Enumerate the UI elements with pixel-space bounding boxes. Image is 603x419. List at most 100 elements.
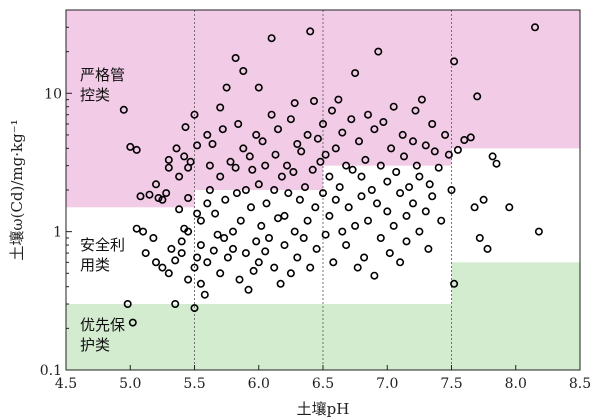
- data-point: [303, 130, 312, 139]
- priority-protection-label: 优先保: [80, 316, 125, 334]
- data-point: [475, 234, 484, 243]
- data-point: [370, 125, 379, 134]
- data-point: [308, 165, 317, 174]
- data-point: [470, 203, 479, 212]
- data-point: [450, 279, 459, 288]
- safe-use-label: 用类: [80, 256, 110, 274]
- data-point: [158, 195, 167, 204]
- data-point: [348, 165, 357, 174]
- data-point: [190, 110, 199, 119]
- data-point: [252, 130, 261, 139]
- data-point: [164, 155, 173, 164]
- data-point: [293, 140, 302, 149]
- data-point: [342, 161, 351, 170]
- data-point: [300, 183, 309, 192]
- data-point: [141, 249, 150, 258]
- x-tick-label: 5.5: [183, 376, 205, 392]
- data-point: [171, 256, 180, 265]
- data-point: [184, 194, 193, 203]
- strict-control-region: [451, 10, 580, 149]
- data-point: [229, 227, 238, 236]
- data-point: [152, 258, 161, 267]
- data-point: [421, 207, 430, 216]
- data-point: [172, 144, 181, 153]
- data-point: [196, 279, 205, 288]
- data-point: [479, 195, 488, 204]
- data-point: [488, 152, 497, 161]
- data-point: [223, 253, 232, 262]
- data-point: [270, 263, 279, 272]
- data-point: [389, 102, 398, 111]
- data-point: [331, 195, 340, 204]
- data-point: [232, 189, 241, 198]
- x-tick-label: 8.5: [569, 376, 591, 392]
- data-point: [318, 120, 327, 129]
- data-point: [327, 106, 336, 115]
- data-point: [196, 216, 205, 225]
- data-point: [184, 227, 193, 236]
- data-point: [408, 137, 417, 146]
- data-point: [334, 95, 343, 104]
- data-point: [389, 221, 398, 230]
- data-point: [270, 186, 279, 195]
- data-point: [321, 150, 330, 159]
- data-point: [261, 161, 270, 170]
- data-point: [254, 83, 263, 92]
- data-point: [234, 120, 243, 129]
- data-point: [231, 53, 240, 62]
- data-point: [408, 199, 417, 208]
- data-point: [128, 318, 137, 327]
- data-point: [205, 186, 214, 195]
- data-point: [158, 263, 167, 272]
- data-point: [412, 161, 421, 170]
- strict-control-region: [66, 10, 195, 208]
- data-point: [213, 230, 222, 239]
- data-point: [396, 189, 405, 198]
- data-point: [441, 130, 450, 139]
- data-point: [367, 186, 376, 195]
- data-point: [444, 150, 453, 159]
- data-point: [424, 244, 433, 253]
- priority-protection-region: [323, 303, 452, 370]
- data-point: [247, 203, 256, 212]
- data-point: [211, 209, 220, 218]
- data-point: [376, 234, 385, 243]
- data-point: [205, 161, 214, 170]
- data-point: [220, 234, 229, 243]
- data-point: [376, 161, 385, 170]
- data-point: [193, 209, 202, 218]
- data-point: [286, 115, 295, 124]
- data-point: [209, 246, 218, 255]
- x-tick-label: 4.5: [55, 376, 77, 392]
- data-point: [398, 130, 407, 139]
- data-point: [428, 120, 437, 129]
- data-point: [396, 258, 405, 267]
- data-point: [392, 168, 401, 177]
- data-point: [236, 216, 245, 225]
- data-point: [273, 125, 282, 134]
- data-point: [193, 253, 202, 262]
- strict-control-region: [194, 10, 323, 190]
- data-point: [273, 214, 282, 223]
- data-point: [434, 163, 443, 172]
- data-point: [203, 199, 212, 208]
- data-point: [405, 183, 414, 192]
- data-point: [385, 249, 394, 258]
- data-point: [383, 177, 392, 186]
- data-point: [466, 133, 475, 142]
- data-point: [289, 168, 298, 177]
- data-point: [264, 234, 273, 243]
- data-point: [447, 186, 456, 195]
- data-point: [437, 216, 446, 225]
- data-point: [313, 134, 322, 143]
- axis-tick-labels: 4.5 5.0 5.5 6.0 6.5 7.0 7.5 8.0 8.5 0.1 1 10: [40, 86, 591, 392]
- data-point: [351, 69, 360, 78]
- data-point: [222, 83, 231, 92]
- x-axis-label: 土壤pH: [297, 400, 350, 418]
- data-point: [286, 269, 295, 278]
- data-point: [203, 130, 212, 139]
- data-point: [331, 144, 340, 153]
- data-point: [360, 253, 369, 262]
- data-point: [363, 110, 372, 119]
